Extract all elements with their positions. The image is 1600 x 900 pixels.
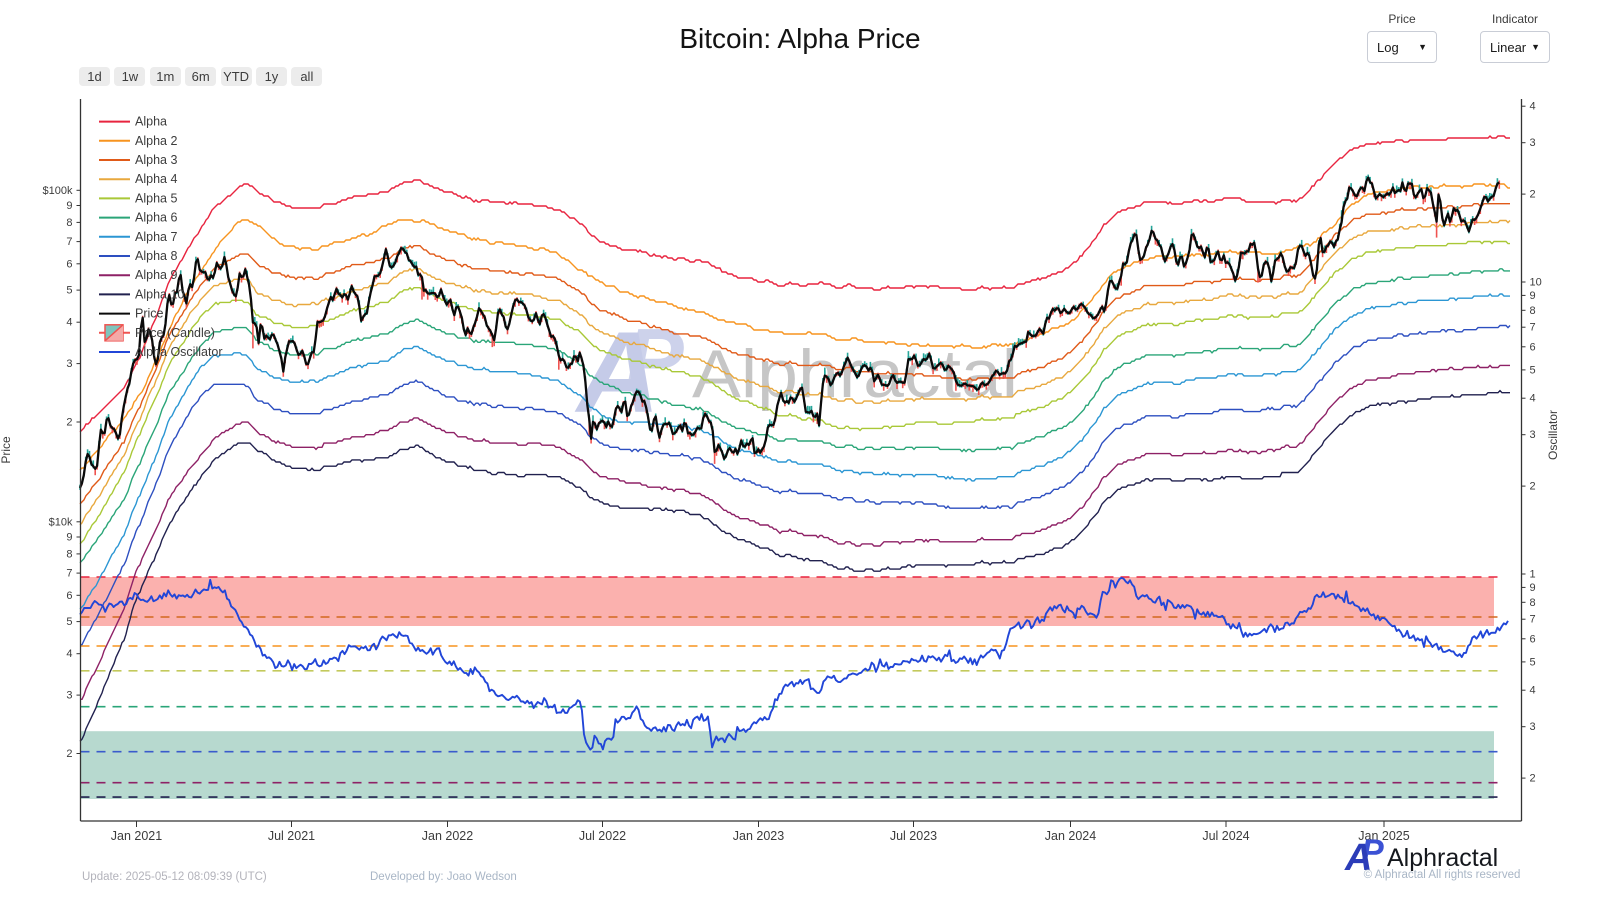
svg-text:Alpha 2: Alpha 2 bbox=[135, 134, 177, 148]
svg-text:Jan 2023: Jan 2023 bbox=[733, 829, 784, 843]
svg-text:4: 4 bbox=[1530, 101, 1536, 113]
svg-text:9: 9 bbox=[1530, 290, 1536, 302]
svg-text:Jan 2022: Jan 2022 bbox=[422, 829, 473, 843]
svg-text:Price: Price bbox=[135, 307, 164, 321]
svg-text:6: 6 bbox=[66, 590, 72, 602]
svg-text:Alpha 5: Alpha 5 bbox=[135, 191, 177, 205]
svg-text:Jan 2024: Jan 2024 bbox=[1045, 829, 1096, 843]
svg-text:4: 4 bbox=[1530, 393, 1536, 405]
svg-text:3: 3 bbox=[1530, 429, 1536, 441]
svg-text:5: 5 bbox=[66, 616, 72, 628]
svg-text:Jul 2021: Jul 2021 bbox=[268, 829, 315, 843]
svg-text:8: 8 bbox=[66, 217, 72, 229]
svg-text:Alpha 10: Alpha 10 bbox=[135, 287, 184, 301]
svg-text:3: 3 bbox=[66, 358, 72, 370]
svg-text:Jul 2024: Jul 2024 bbox=[1202, 829, 1249, 843]
svg-text:4: 4 bbox=[1530, 685, 1536, 697]
svg-text:10: 10 bbox=[1530, 277, 1542, 289]
svg-text:Developed by: Joao Wedson: Developed by: Joao Wedson bbox=[370, 871, 517, 883]
svg-text:Jan 2025: Jan 2025 bbox=[1358, 829, 1409, 843]
svg-text:9: 9 bbox=[66, 200, 72, 212]
svg-text:Alpha 7: Alpha 7 bbox=[135, 230, 177, 244]
svg-text:Oscillator: Oscillator bbox=[1546, 410, 1560, 460]
svg-text:6: 6 bbox=[1530, 633, 1536, 645]
svg-text:8: 8 bbox=[66, 548, 72, 560]
svg-text:7: 7 bbox=[1530, 322, 1536, 334]
svg-text:Price: Price bbox=[0, 436, 13, 464]
svg-text:5: 5 bbox=[1530, 656, 1536, 668]
svg-text:6: 6 bbox=[66, 258, 72, 270]
svg-text:5: 5 bbox=[1530, 364, 1536, 376]
svg-text:8: 8 bbox=[1530, 305, 1536, 317]
svg-text:$10k: $10k bbox=[49, 516, 73, 528]
svg-text:P: P bbox=[1361, 833, 1384, 871]
svg-text:Alpha: Alpha bbox=[135, 115, 167, 129]
svg-text:4: 4 bbox=[66, 317, 72, 329]
svg-text:5: 5 bbox=[66, 285, 72, 297]
svg-text:Alpha 8: Alpha 8 bbox=[135, 249, 177, 263]
svg-text:9: 9 bbox=[1530, 582, 1536, 594]
svg-text:9: 9 bbox=[66, 532, 72, 544]
svg-text:7: 7 bbox=[66, 568, 72, 580]
svg-text:4: 4 bbox=[66, 648, 72, 660]
svg-text:3: 3 bbox=[66, 690, 72, 702]
svg-text:$100k: $100k bbox=[43, 185, 73, 197]
svg-text:Alpha Oscillator: Alpha Oscillator bbox=[135, 345, 223, 359]
svg-text:Alpha 4: Alpha 4 bbox=[135, 172, 177, 186]
svg-text:2: 2 bbox=[66, 417, 72, 429]
svg-text:Alpha 6: Alpha 6 bbox=[135, 211, 177, 225]
svg-text:3: 3 bbox=[1530, 137, 1536, 149]
svg-text:7: 7 bbox=[1530, 614, 1536, 626]
svg-text:Alpha 9: Alpha 9 bbox=[135, 268, 177, 282]
svg-text:2: 2 bbox=[1530, 481, 1536, 493]
svg-text:7: 7 bbox=[66, 236, 72, 248]
svg-text:Jul 2023: Jul 2023 bbox=[890, 829, 937, 843]
svg-text:8: 8 bbox=[1530, 597, 1536, 609]
svg-text:A: A bbox=[1344, 837, 1372, 879]
svg-text:Price (Candle): Price (Candle) bbox=[135, 326, 215, 340]
svg-text:2: 2 bbox=[1530, 189, 1536, 201]
svg-text:Jan 2021: Jan 2021 bbox=[111, 829, 162, 843]
svg-text:Alpha 3: Alpha 3 bbox=[135, 153, 177, 167]
svg-text:1: 1 bbox=[1530, 569, 1536, 581]
svg-text:© Alphractal All rights reserv: © Alphractal All rights reserved bbox=[1364, 869, 1521, 881]
svg-text:Alphractal: Alphractal bbox=[1387, 844, 1498, 872]
svg-text:2: 2 bbox=[1530, 773, 1536, 785]
svg-text:3: 3 bbox=[1530, 721, 1536, 733]
svg-text:6: 6 bbox=[1530, 341, 1536, 353]
svg-text:Jul 2022: Jul 2022 bbox=[579, 829, 626, 843]
svg-text:2: 2 bbox=[66, 748, 72, 760]
svg-text:Update: 2025-05-12 08:09:39 (U: Update: 2025-05-12 08:09:39 (UTC) bbox=[82, 871, 267, 883]
